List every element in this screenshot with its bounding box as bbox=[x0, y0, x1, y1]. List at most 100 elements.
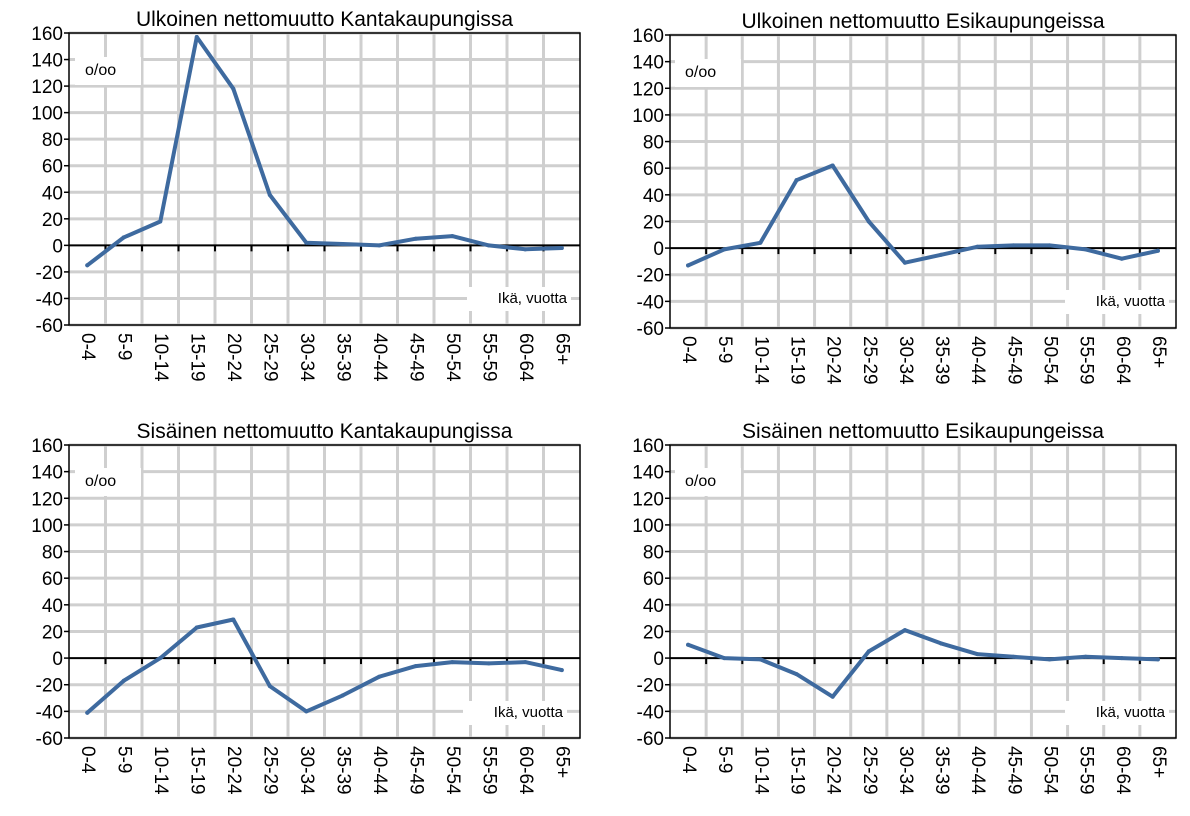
x-tick-label: 25-29 bbox=[260, 333, 281, 382]
y-tick-label: -40 bbox=[637, 702, 664, 723]
y-tick-label: 80 bbox=[42, 130, 63, 151]
y-tick-label: 100 bbox=[31, 516, 63, 537]
x-tick-label: 65+ bbox=[552, 333, 573, 365]
y-tick-label: 40 bbox=[643, 596, 664, 617]
unit-label: o/oo bbox=[85, 473, 116, 490]
data-point bbox=[340, 242, 345, 247]
x-tick-label: 30-34 bbox=[296, 746, 317, 795]
data-point bbox=[1119, 256, 1124, 261]
x-axis-label: Ikä, vuotta bbox=[498, 290, 568, 307]
y-tick-label: 80 bbox=[643, 133, 664, 154]
x-tick-label: 60-64 bbox=[1112, 336, 1133, 385]
data-point bbox=[1155, 657, 1160, 662]
series-line bbox=[686, 628, 1160, 699]
y-tick-label: 60 bbox=[42, 157, 63, 178]
y-tick-label: -60 bbox=[637, 319, 664, 340]
y-tick-label: 120 bbox=[31, 77, 63, 98]
chart-title: Sisäinen nettomuutto Kantakaupungissa bbox=[137, 420, 513, 443]
x-tick-label: 30-34 bbox=[296, 333, 317, 382]
data-point bbox=[377, 674, 382, 679]
y-tick-label: 140 bbox=[632, 463, 664, 484]
x-tick-label: 20-24 bbox=[223, 333, 244, 382]
x-axis-label-bg bbox=[1065, 290, 1169, 314]
data-point bbox=[722, 656, 727, 661]
y-tick-label: 120 bbox=[632, 489, 664, 510]
x-tick-label: 55-59 bbox=[1076, 746, 1097, 795]
unit-label: o/oo bbox=[685, 64, 716, 81]
y-tick-label: 80 bbox=[643, 543, 664, 564]
data-point bbox=[486, 243, 491, 248]
series-line bbox=[686, 163, 1160, 268]
y-tick-label: 140 bbox=[632, 53, 664, 74]
unit-label-bg bbox=[675, 468, 741, 496]
x-tick-label: 15-19 bbox=[786, 746, 807, 795]
x-tick-label: 55-59 bbox=[1076, 336, 1097, 385]
x-tick-label: 10-14 bbox=[150, 746, 171, 795]
x-tick-label: 40-44 bbox=[967, 336, 988, 385]
data-point bbox=[758, 657, 763, 662]
x-tick-label: 35-39 bbox=[333, 333, 354, 382]
data-point bbox=[85, 263, 90, 268]
y-tick-label: -60 bbox=[36, 316, 63, 337]
data-point bbox=[1083, 247, 1088, 252]
x-tick-label: 20-24 bbox=[823, 336, 844, 385]
data-point bbox=[686, 263, 691, 268]
data-point bbox=[1011, 243, 1016, 248]
plot-frame bbox=[68, 32, 581, 326]
x-tick-label: 45-49 bbox=[1003, 746, 1024, 795]
x-tick-label: 35-39 bbox=[931, 336, 952, 385]
chart-panel-2: -60 -40 -20 0 20 40 60 80 100 120 140 160 0-4 5-9 10-1… bbox=[632, 10, 1177, 385]
x-tick-label: 60-64 bbox=[515, 746, 536, 795]
x-tick-label: 20-24 bbox=[223, 746, 244, 795]
data-point bbox=[413, 236, 418, 241]
x-tick-label: 30-34 bbox=[895, 746, 916, 795]
data-point bbox=[559, 668, 564, 673]
data-point bbox=[158, 219, 163, 224]
x-tick-label: 35-39 bbox=[333, 746, 354, 795]
x-axis-label: Ikä, vuotta bbox=[494, 704, 564, 721]
x-tick-label: 5-9 bbox=[714, 336, 735, 363]
x-tick-label: 25-29 bbox=[260, 746, 281, 795]
y-tick-label: 20 bbox=[643, 212, 664, 233]
x-tick-label: 55-59 bbox=[479, 746, 500, 795]
x-tick-label: 0-4 bbox=[678, 746, 699, 774]
data-point bbox=[866, 219, 871, 224]
y-tick-label: 60 bbox=[643, 159, 664, 180]
x-tick-label: 50-54 bbox=[442, 746, 463, 795]
unit-label-bg bbox=[75, 468, 141, 496]
x-tick-label: 60-64 bbox=[1112, 746, 1133, 795]
x-tick-label: 45-49 bbox=[406, 746, 427, 795]
data-point bbox=[523, 660, 528, 665]
data-point bbox=[1011, 654, 1016, 659]
y-tick-label: 120 bbox=[632, 79, 664, 100]
data-point bbox=[121, 678, 126, 683]
plot-frame bbox=[669, 444, 1177, 739]
data-point bbox=[267, 192, 272, 197]
unit-label-bg bbox=[675, 59, 741, 87]
data-point bbox=[523, 247, 528, 252]
y-tick-label: -60 bbox=[36, 729, 63, 750]
data-point bbox=[158, 656, 163, 661]
x-tick-label: 40-44 bbox=[369, 746, 390, 795]
data-point bbox=[939, 641, 944, 646]
x-tick-label: 5-9 bbox=[714, 746, 735, 773]
y-tick-label: 100 bbox=[632, 106, 664, 127]
x-tick-label: 65+ bbox=[1148, 746, 1169, 778]
x-tick-label: 35-39 bbox=[931, 746, 952, 795]
x-tick-label: 10-14 bbox=[150, 333, 171, 382]
unit-label: o/oo bbox=[685, 473, 716, 490]
y-tick-label: 0 bbox=[52, 649, 63, 670]
data-point bbox=[194, 34, 199, 39]
chart-panel-4: -60 -40 -20 0 20 40 60 80 100 120 140 160 0-4 5-9 10-1… bbox=[632, 420, 1177, 795]
x-tick-label: 50-54 bbox=[442, 333, 463, 382]
y-tick-label: -40 bbox=[36, 702, 63, 723]
y-tick-label: 0 bbox=[653, 649, 664, 670]
y-tick-label: 120 bbox=[31, 489, 63, 510]
x-tick-label: 30-34 bbox=[895, 336, 916, 385]
x-tick-label: 0-4 bbox=[77, 333, 98, 361]
data-point bbox=[231, 617, 236, 622]
x-tick-label: 40-44 bbox=[369, 333, 390, 382]
y-tick-label: 0 bbox=[653, 239, 664, 260]
y-tick-label: 80 bbox=[42, 543, 63, 564]
x-tick-label: 55-59 bbox=[479, 333, 500, 382]
